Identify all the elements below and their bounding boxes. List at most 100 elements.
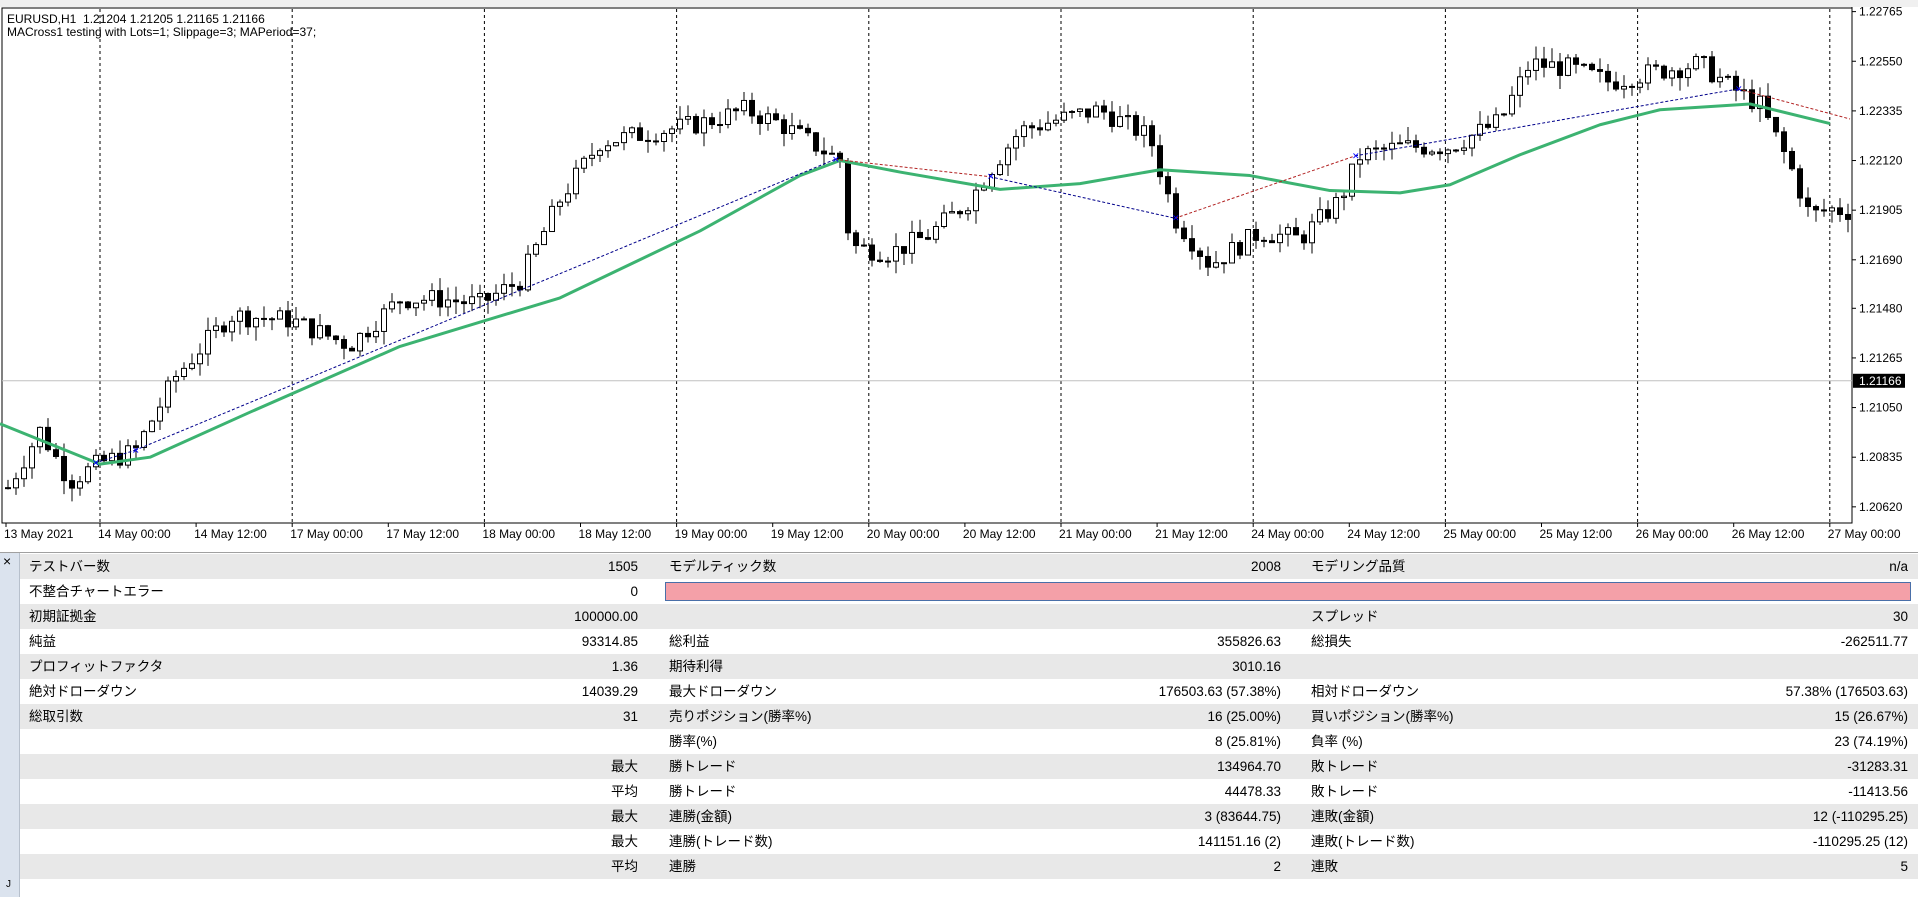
candle-body <box>813 132 819 152</box>
trade-line <box>989 176 1176 219</box>
report-row: テストバー数 1505 モデルティック数 2008 モデリング品質 n/a <box>20 554 1918 579</box>
close-icon[interactable]: × <box>3 553 12 569</box>
candle-body <box>1565 57 1571 76</box>
report-cell-l2: 勝率(%) <box>669 734 717 749</box>
report-row: 平均 勝トレード 44478.33 敗トレード -11413.56 <box>20 779 1918 804</box>
report-cell-v2: 16 (25.00%) <box>1207 709 1281 724</box>
candle-body <box>1629 85 1635 88</box>
time-axis-label: 24 May 00:00 <box>1251 527 1324 541</box>
candle-body <box>1021 125 1027 138</box>
candle-body <box>613 142 619 147</box>
report-cell-l3: モデリング品質 <box>1311 559 1406 574</box>
report-cell-v1: 最大 <box>611 759 638 774</box>
candle-body <box>149 420 155 433</box>
candle-body <box>1341 195 1347 199</box>
price-axis-label: 1.21480 <box>1859 301 1903 315</box>
candle-body <box>485 292 491 301</box>
candle-body <box>685 116 691 120</box>
report-cell-l3: 連敗 <box>1311 859 1338 874</box>
candle-body <box>1781 131 1787 152</box>
trade-arrow-icon: ✕ <box>1735 84 1743 94</box>
candle-body <box>69 480 75 489</box>
candle-body <box>1429 151 1435 155</box>
candle-body <box>1517 76 1523 96</box>
candle-body <box>653 140 659 143</box>
candle-body <box>821 150 827 155</box>
candle-body <box>189 363 195 369</box>
report-cell-v1: 1505 <box>607 559 638 574</box>
report-cell-l3: 連敗(金額) <box>1311 809 1374 824</box>
report-cell-l1: 純益 <box>29 634 56 649</box>
candle-body <box>1797 168 1803 199</box>
plot-area <box>1 7 1853 524</box>
candle-body <box>829 152 835 155</box>
report-cell-v3: -31283.31 <box>1847 759 1908 774</box>
candle-body <box>389 301 395 310</box>
report-cell-l3: 敗トレード <box>1311 784 1379 799</box>
candle-body <box>733 108 739 112</box>
candle-body <box>765 113 771 124</box>
candle-body <box>1101 105 1107 113</box>
current-price-label: 1.21166 <box>1859 374 1902 388</box>
candle-body <box>77 481 83 489</box>
time-axis-label: 19 May 12:00 <box>771 527 844 541</box>
candle-body <box>1117 116 1123 127</box>
price-axis-label: 1.20835 <box>1859 450 1903 464</box>
time-axis-label: 14 May 12:00 <box>194 527 267 541</box>
candle-body <box>197 353 203 365</box>
candle-body <box>1405 140 1411 144</box>
report-cell-v1: 1.36 <box>611 659 638 674</box>
candle-body <box>917 231 923 239</box>
candle-body <box>597 150 603 156</box>
price-axis-label: 1.21690 <box>1859 253 1903 267</box>
price-chart[interactable]: 13 May 2021 14 May 00:00 14 May 12:00 17 Ma… <box>0 7 1918 552</box>
candle-body <box>1317 209 1323 223</box>
report-cell-l1: 不整合チャートエラー <box>29 584 164 599</box>
candle-body <box>1325 209 1331 219</box>
candle-body <box>1445 149 1451 155</box>
tester-tab[interactable]: J <box>6 879 11 890</box>
trade-arrow-icon: ✕ <box>132 445 140 455</box>
candle-body <box>565 193 571 203</box>
candle-body <box>1149 125 1155 147</box>
candle-body <box>1229 242 1235 264</box>
candle-body <box>645 139 651 142</box>
report-cell-v2: 134964.70 <box>1217 759 1281 774</box>
candle-body <box>1349 163 1355 197</box>
candle-body <box>1197 250 1203 257</box>
report-cell-v2: 2008 <box>1250 559 1281 574</box>
candle-body <box>1493 114 1499 128</box>
report-cell-v3: 12 (-110295.25) <box>1812 809 1908 824</box>
candle-body <box>453 299 459 303</box>
candle-body <box>509 284 515 287</box>
candle-body <box>1005 147 1011 166</box>
report-cell-l2: モデルティック数 <box>669 559 777 574</box>
candle-body <box>229 320 235 333</box>
chart-canvas[interactable]: 13 May 2021 14 May 00:00 14 May 12:00 17 Ma… <box>0 7 1918 552</box>
candle-body <box>589 154 595 159</box>
candle-body <box>221 325 227 333</box>
candle-body <box>1189 238 1195 252</box>
report-row: 最大 連勝(金額) 3 (83644.75) 連敗(金額) 12 (-110295.25… <box>20 804 1918 829</box>
report-row: 純益 93314.85 総利益 355826.63 総損失 -262511.77 <box>20 629 1918 654</box>
report-row: 不整合チャートエラー 0 <box>20 579 1918 604</box>
candle-body <box>1813 206 1819 211</box>
candle-body <box>53 449 59 457</box>
candle-body <box>277 310 283 320</box>
candle-body <box>101 454 107 462</box>
trade-arrow-icon: ✕ <box>1352 151 1360 161</box>
candle-body <box>1653 64 1659 67</box>
report-cell-l1: 初期証拠金 <box>29 609 97 624</box>
candle-body <box>909 231 915 254</box>
candle-body <box>125 445 131 466</box>
report-cell-v3: 5 <box>1900 859 1908 874</box>
report-cell-l1: プロフィットファクタ <box>29 659 164 674</box>
candle-body <box>237 310 243 322</box>
trade-line <box>1737 88 1851 120</box>
candle-body <box>373 330 379 338</box>
candle-body <box>21 467 27 480</box>
price-axis-label: 1.22120 <box>1859 154 1903 168</box>
report-cell-v1: 平均 <box>611 784 638 799</box>
candle-body <box>1221 262 1227 265</box>
candle-body <box>1837 207 1843 215</box>
